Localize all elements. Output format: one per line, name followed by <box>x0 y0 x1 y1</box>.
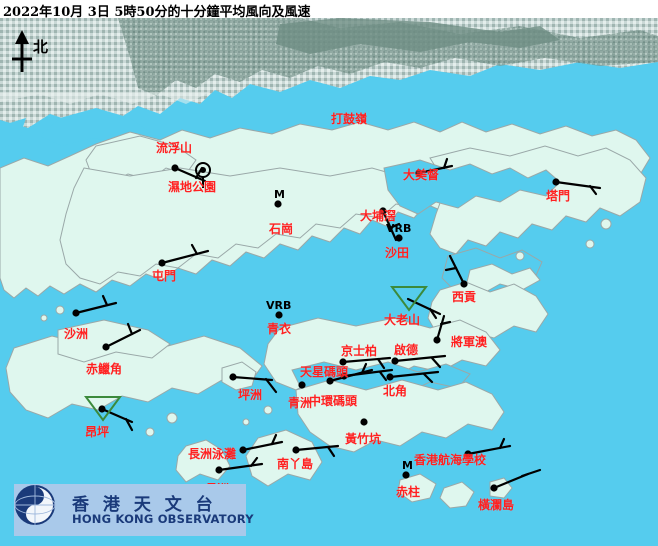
station-label: 京士柏 <box>341 344 378 358</box>
station-label: 將軍澳 <box>451 335 488 349</box>
station-label: 打鼓嶺 <box>331 112 368 126</box>
station-label: 天星碼頭 <box>300 365 349 379</box>
station-label: 大美督 <box>403 168 440 182</box>
wind-flag-text: M <box>402 459 413 472</box>
radar-site-markers <box>84 286 428 422</box>
station-label: 黃竹坑 <box>345 432 382 446</box>
station-label: 濕地公園 <box>168 180 217 194</box>
station-label: 石崗 <box>269 222 294 236</box>
logo-chinese-text: 香 港 天 文 台 <box>72 495 217 515</box>
wind-barbs <box>74 157 602 490</box>
station-label: 中環碼頭 <box>309 394 358 408</box>
hong-kong-coastline <box>5 135 647 509</box>
station-label: 屯門 <box>152 269 177 283</box>
station-label: 流浮山 <box>156 141 193 155</box>
wind-flag-text: VRB <box>386 222 412 235</box>
north-label: 北 <box>33 38 49 56</box>
station-label: 香港航海學校 <box>414 453 487 467</box>
hong-kong-wind-map: 北 打鼓嶺流浮山濕地公園石崗 M 屯門 大埔滘沙田 VRB 大美督塔門西貢大老山將軍澳 青衣… <box>0 18 658 546</box>
station-label: 長洲泳灘 <box>188 447 237 461</box>
station-label: 青衣 <box>267 322 292 336</box>
station-label: 西貢 <box>452 290 477 304</box>
hko-logo-icon <box>14 485 56 525</box>
station-label: 北角 <box>383 384 408 398</box>
station-label: 橫瀾島 <box>478 498 515 512</box>
station-label: 赤柱 <box>396 485 421 499</box>
logo-english-text: HONG KONG OBSERVATORY <box>72 512 254 526</box>
station-label: 昂坪 <box>85 425 110 439</box>
title-bar: 2022年10月 3日 5時50分的十分鐘平均風向及風速 <box>0 0 658 20</box>
station-label: 沙田 <box>385 246 410 260</box>
wind-flag-text: M <box>274 188 285 201</box>
map-graphics <box>0 18 658 546</box>
station-label: 啟德 <box>394 343 419 357</box>
station-markers <box>72 164 560 492</box>
page-title: 2022年10月 3日 5時50分的十分鐘平均風向及風速 <box>3 5 311 20</box>
station-label: 塔門 <box>546 189 571 203</box>
station-label: 青洲 <box>288 396 313 410</box>
north-arrow: 北 <box>6 28 66 76</box>
station-label: 赤鱲角 <box>86 362 123 376</box>
wetland-park-marker <box>195 162 211 188</box>
station-label: 南丫島 <box>277 457 314 471</box>
station-label: 沙洲 <box>64 327 89 341</box>
station-label: 坪洲 <box>238 388 263 402</box>
station-label: 大老山 <box>384 313 421 327</box>
station-label: 大埔滘 <box>360 209 397 223</box>
hko-logo: 香 港 天 文 台 HONG KONG OBSERVATORY <box>14 484 254 536</box>
wind-flag-text: VRB <box>266 299 292 312</box>
